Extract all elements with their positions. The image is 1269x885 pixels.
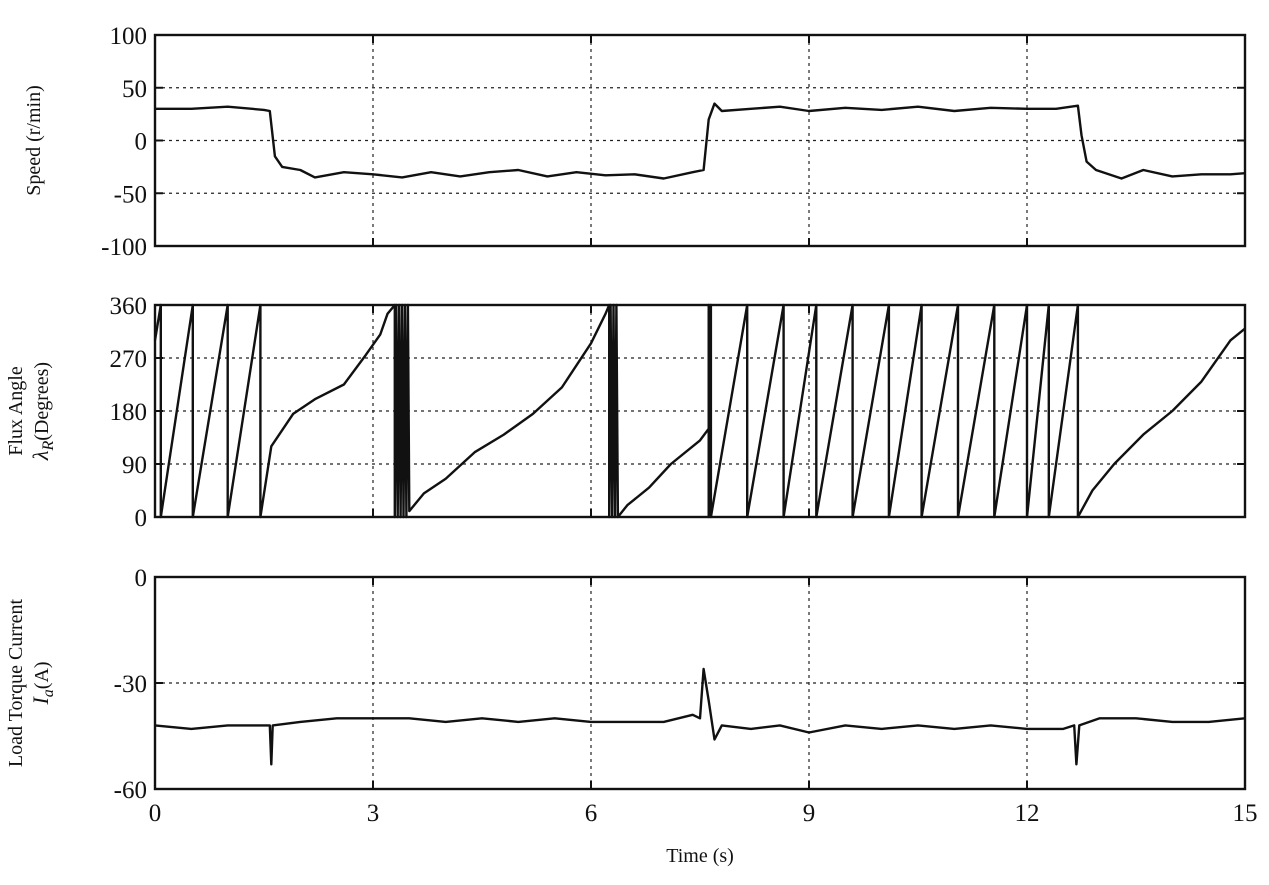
y-tick-label: 0 bbox=[135, 129, 148, 156]
x-tick-label: 6 bbox=[585, 800, 598, 827]
y-tick-label: 0 bbox=[135, 505, 148, 532]
y-tick-label: -30 bbox=[114, 671, 147, 698]
x-tick-label: 3 bbox=[367, 800, 380, 827]
x-tick-label: 0 bbox=[149, 800, 162, 827]
flux-angle-panel: 360 270 180 90 0 Flux Angle λR(Degrees) bbox=[5, 293, 1247, 532]
y-axis-label: Flux Angle bbox=[5, 366, 27, 456]
y-axis-label: Load Torque Current bbox=[5, 598, 27, 767]
x-tick-label: 15 bbox=[1233, 800, 1258, 827]
y-tick-label: -50 bbox=[114, 181, 147, 208]
y-axis-label-symbol: λR(Degrees) bbox=[28, 362, 57, 461]
y-axis-label: Speed (r/min) bbox=[23, 85, 45, 196]
y-axis-label-symbol: Ia(A) bbox=[28, 661, 57, 705]
x-tick-label: 9 bbox=[803, 800, 816, 827]
y-tick-label: -60 bbox=[114, 777, 147, 804]
series-line bbox=[154, 667, 1246, 766]
y-tick-label: 270 bbox=[110, 346, 148, 373]
plot-frame bbox=[153, 303, 1247, 519]
series-line bbox=[155, 102, 1246, 180]
y-tick-label: 0 bbox=[135, 565, 148, 592]
y-tick-label: 100 bbox=[110, 23, 148, 50]
y-tick-label: -100 bbox=[101, 234, 147, 261]
x-tick-label: 12 bbox=[1015, 800, 1040, 827]
speed-panel: 100 50 0 -50 -100 Speed (r/min) bbox=[23, 23, 1247, 261]
y-tick-label: 90 bbox=[122, 452, 147, 479]
y-tick-label: 180 bbox=[110, 399, 148, 426]
x-axis-label: Time (s) bbox=[666, 845, 734, 867]
y-tick-label: 50 bbox=[122, 76, 147, 103]
plot-frame bbox=[153, 33, 1247, 248]
plot-frame bbox=[153, 575, 1247, 791]
y-tick-label: 360 bbox=[110, 293, 148, 320]
series-line bbox=[153, 303, 1246, 519]
